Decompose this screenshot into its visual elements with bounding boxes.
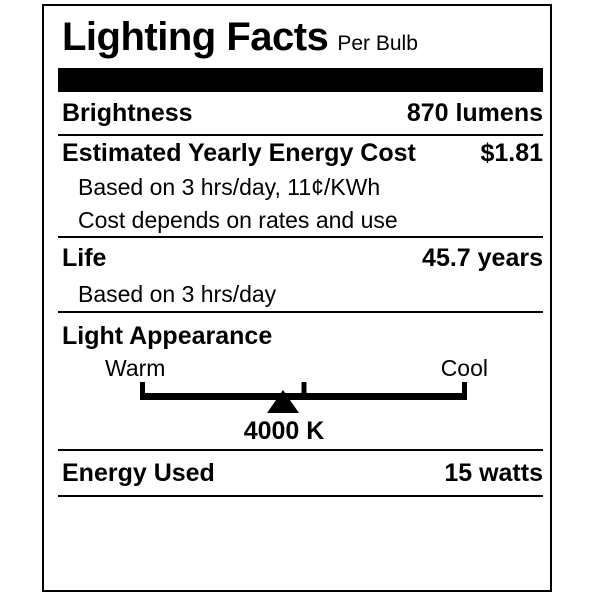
- row-life: Life 45.7 years Based on 3 hrs/day: [58, 238, 543, 313]
- energy-used-label: Energy Used: [62, 458, 215, 487]
- brightness-value: 870 lumens: [406, 98, 543, 127]
- label-title: Lighting Facts: [62, 15, 329, 59]
- energy-cost-value: $1.81: [480, 139, 543, 167]
- label-subtitle: Per Bulb: [337, 32, 418, 55]
- scale-bar: [140, 393, 467, 400]
- scale-left-end-tick: [140, 382, 145, 400]
- scale-middle-tick: [301, 382, 306, 400]
- life-main-line: Life 45.7 years: [58, 238, 543, 278]
- row-energy-cost: Estimated Yearly Energy Cost $1.81 Based…: [58, 136, 543, 238]
- label-header: Lighting Facts Per Bulb: [58, 6, 543, 68]
- lighting-facts-label: Lighting Facts Per Bulb Brightness 870 l…: [42, 4, 552, 592]
- row-light-appearance: Light Appearance Warm Cool 4000 K: [58, 313, 543, 451]
- energy-used-value: 15 watts: [444, 458, 543, 487]
- row-brightness: Brightness 870 lumens: [58, 92, 543, 136]
- light-appearance-label: Light Appearance: [62, 322, 273, 350]
- energy-cost-note-disclaimer: Cost depends on rates and use: [78, 207, 398, 233]
- warm-label: Warm: [105, 355, 166, 381]
- color-temp-scale: [140, 382, 467, 413]
- life-value: 45.7 years: [422, 243, 543, 272]
- energy-cost-note-basis: Based on 3 hrs/day, 11¢/KWh: [78, 174, 381, 200]
- energy-cost-label: Estimated Yearly Energy Cost: [62, 139, 416, 167]
- kelvin-value: 4000 K: [243, 417, 325, 445]
- scale-right-end-tick: [462, 382, 467, 400]
- label-content: Lighting Facts Per Bulb Brightness 870 l…: [58, 6, 543, 497]
- header-divider-bar: [58, 68, 543, 92]
- brightness-label: Brightness: [62, 98, 193, 127]
- color-temp-marker-icon: [266, 390, 299, 413]
- life-label: Life: [62, 243, 107, 272]
- row-energy-used: Energy Used 15 watts: [58, 451, 543, 497]
- energy-cost-main-line: Estimated Yearly Energy Cost $1.81: [58, 136, 543, 171]
- cool-label: Cool: [440, 355, 488, 381]
- life-note-basis: Based on 3 hrs/day: [78, 281, 277, 307]
